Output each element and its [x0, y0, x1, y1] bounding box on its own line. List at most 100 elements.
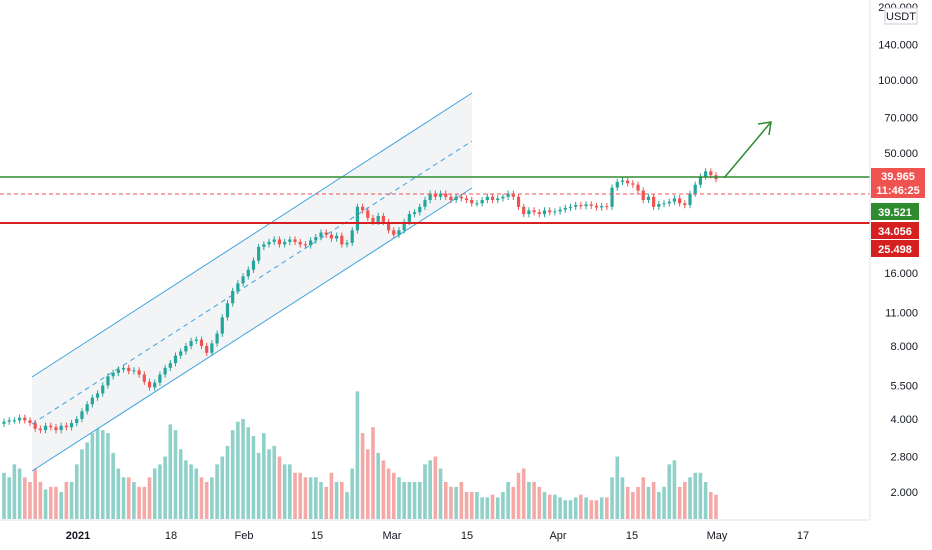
volume-bar [714, 494, 718, 519]
candle-body [23, 417, 27, 421]
volume-bar [459, 481, 464, 519]
price-badge-low-value: 25.498 [878, 244, 912, 256]
candle-body [693, 184, 697, 194]
volume-bar [625, 486, 630, 519]
volume-bar [688, 477, 692, 519]
candle-body [293, 239, 297, 242]
candle-body [111, 372, 115, 377]
candle-body [241, 276, 245, 284]
volume-bar [703, 481, 708, 519]
volume-bar [12, 464, 17, 519]
volume-bar [241, 419, 245, 519]
projection-arrow [723, 121, 772, 179]
candle-body [626, 180, 630, 184]
time-axis-tick-label: Mar [383, 530, 402, 542]
candle-body [277, 239, 282, 245]
volume-bar [298, 472, 303, 519]
volume-bar [340, 481, 344, 519]
volume-bar [506, 481, 510, 519]
volume-bar [80, 449, 84, 519]
candle-body [470, 200, 474, 204]
price-badge-green-bg [871, 203, 919, 220]
candle-body [314, 237, 318, 241]
candle-body [340, 235, 344, 245]
volume-bar [563, 500, 568, 519]
time-axis-tick-label: Feb [235, 530, 254, 542]
price-axis-tick-label: 5.500 [890, 380, 918, 392]
volume-bar [693, 472, 698, 519]
volume-bar [345, 491, 349, 519]
volume-bar [163, 456, 167, 519]
candle-body [106, 376, 110, 386]
candle-body [189, 340, 193, 347]
volume-bar [319, 481, 323, 519]
candle-body [464, 198, 469, 201]
volume-bar [152, 468, 157, 519]
candle-body [433, 193, 437, 197]
volume-bar [469, 491, 474, 519]
volume-bar [230, 430, 235, 519]
volume-bar [568, 500, 573, 519]
volume-bar [256, 452, 261, 519]
candle-body [418, 206, 422, 213]
candle-body [350, 230, 354, 243]
candle-body [501, 196, 505, 199]
arrow-shaft [723, 121, 772, 179]
time-axis[interactable]: 2021 18 Feb 15 Mar 15 Apr 15 May 17 [66, 530, 809, 542]
price-axis[interactable]: 200.000140.000100.00070.00050.00016.0001… [878, 2, 918, 499]
price-badge-low-bg [871, 240, 919, 257]
volume-bar [677, 486, 682, 519]
volume-bar [365, 449, 370, 519]
volume-bar [251, 436, 256, 519]
candle-body [506, 193, 510, 197]
candle-body [184, 346, 188, 352]
volume-bar [158, 464, 162, 519]
candle-body [423, 200, 427, 207]
price-badge-last-value: 39.965 [881, 171, 915, 183]
price-badge-support-bg [871, 222, 919, 239]
price-axis-tick-label: 140.000 [878, 40, 918, 52]
volume-bar [293, 472, 297, 519]
volume-bar [178, 449, 183, 519]
candle-body [667, 201, 671, 204]
volume-bar [527, 481, 531, 519]
candle-body [366, 210, 370, 218]
candle-body [662, 203, 666, 205]
volume-bar [407, 481, 412, 519]
candle-body [392, 230, 396, 235]
candle-body [449, 196, 453, 201]
volume-bar [516, 472, 521, 519]
candle-body [179, 351, 183, 356]
price-badge-support-value: 34.056 [878, 226, 912, 238]
time-axis-tick-label: 2021 [66, 530, 90, 542]
candle-body [704, 171, 708, 177]
volume-bar [376, 452, 380, 519]
candle-body [257, 246, 261, 261]
candle-body [127, 367, 131, 372]
candle-body [496, 198, 500, 201]
volume-bar [579, 494, 583, 519]
candle-body [371, 217, 375, 222]
candle-body [132, 370, 136, 372]
candle-body [652, 196, 656, 207]
candle-body [594, 205, 599, 208]
candle-body [698, 176, 703, 185]
candle-body [194, 339, 198, 341]
volume-bar [288, 464, 292, 519]
arrow-head [757, 121, 772, 136]
candle-body [386, 221, 391, 231]
candle-body [532, 210, 536, 213]
volume-bar [449, 486, 453, 519]
candle-body [199, 339, 204, 347]
candle-body [407, 214, 411, 222]
candle-body [210, 343, 214, 353]
time-axis-tick-label: May [707, 530, 728, 542]
candle-body [215, 333, 219, 344]
candle-body [272, 239, 276, 242]
volume-bar [631, 491, 635, 519]
candle-body [12, 420, 16, 422]
candle-body [428, 193, 432, 201]
price-axis-tick-label: 16.000 [884, 268, 918, 280]
